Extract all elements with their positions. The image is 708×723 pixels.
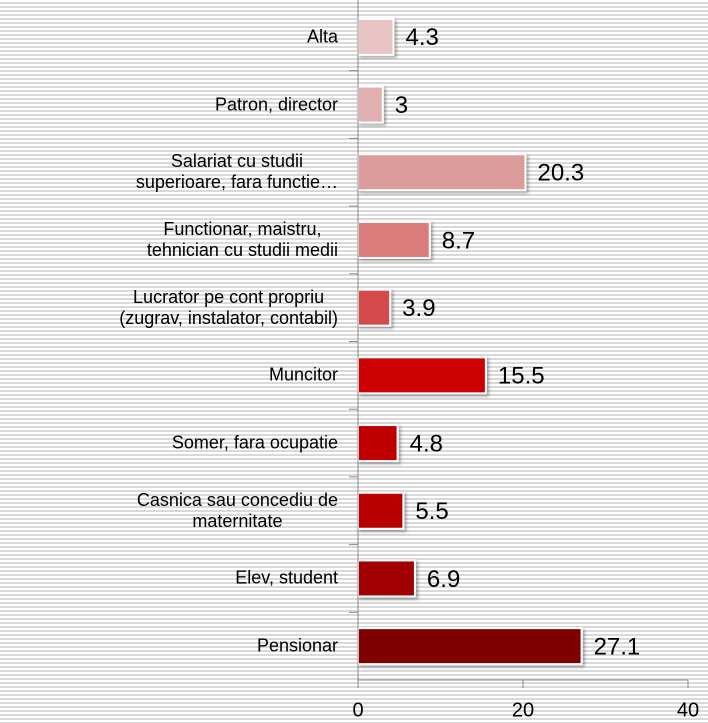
bar <box>357 627 583 666</box>
bar <box>357 85 384 124</box>
x-tick-label: 0 <box>352 699 363 721</box>
value-label: 4.8 <box>410 430 443 457</box>
value-label: 3.9 <box>402 295 435 322</box>
bar <box>357 559 416 598</box>
bar <box>357 220 431 259</box>
category-label: Muncitor <box>268 364 338 385</box>
category-label: Pensionar <box>256 635 338 656</box>
value-label: 6.9 <box>427 566 460 593</box>
bar <box>357 17 395 56</box>
category-label: Lucrator pe cont propriu (zugrav, instal… <box>119 286 338 328</box>
bar <box>357 356 487 395</box>
category-label: Patron, director <box>214 94 338 115</box>
bar <box>357 288 392 327</box>
bar <box>357 153 527 192</box>
category-label: Somer, fara ocupatie <box>171 432 338 453</box>
value-label: 20.3 <box>537 160 584 187</box>
x-tick-label: 20 <box>512 699 534 721</box>
category-label: Salariat cu studii superioare, fara func… <box>135 151 338 193</box>
x-tick-label: 40 <box>677 699 699 721</box>
value-label: 15.5 <box>498 363 545 390</box>
category-label: Alta <box>306 26 338 47</box>
value-label: 3 <box>395 92 408 119</box>
category-label: Functionar, maistru, tehnician cu studii… <box>146 218 338 260</box>
bar <box>357 424 399 463</box>
value-label: 5.5 <box>415 498 448 525</box>
category-label: Casnica sau concediu de maternitate <box>136 489 338 531</box>
value-label: 27.1 <box>594 633 641 660</box>
bar <box>357 491 405 530</box>
value-label: 4.3 <box>405 24 438 51</box>
category-label: Elev, student <box>235 567 338 588</box>
value-label: 8.7 <box>442 227 475 254</box>
